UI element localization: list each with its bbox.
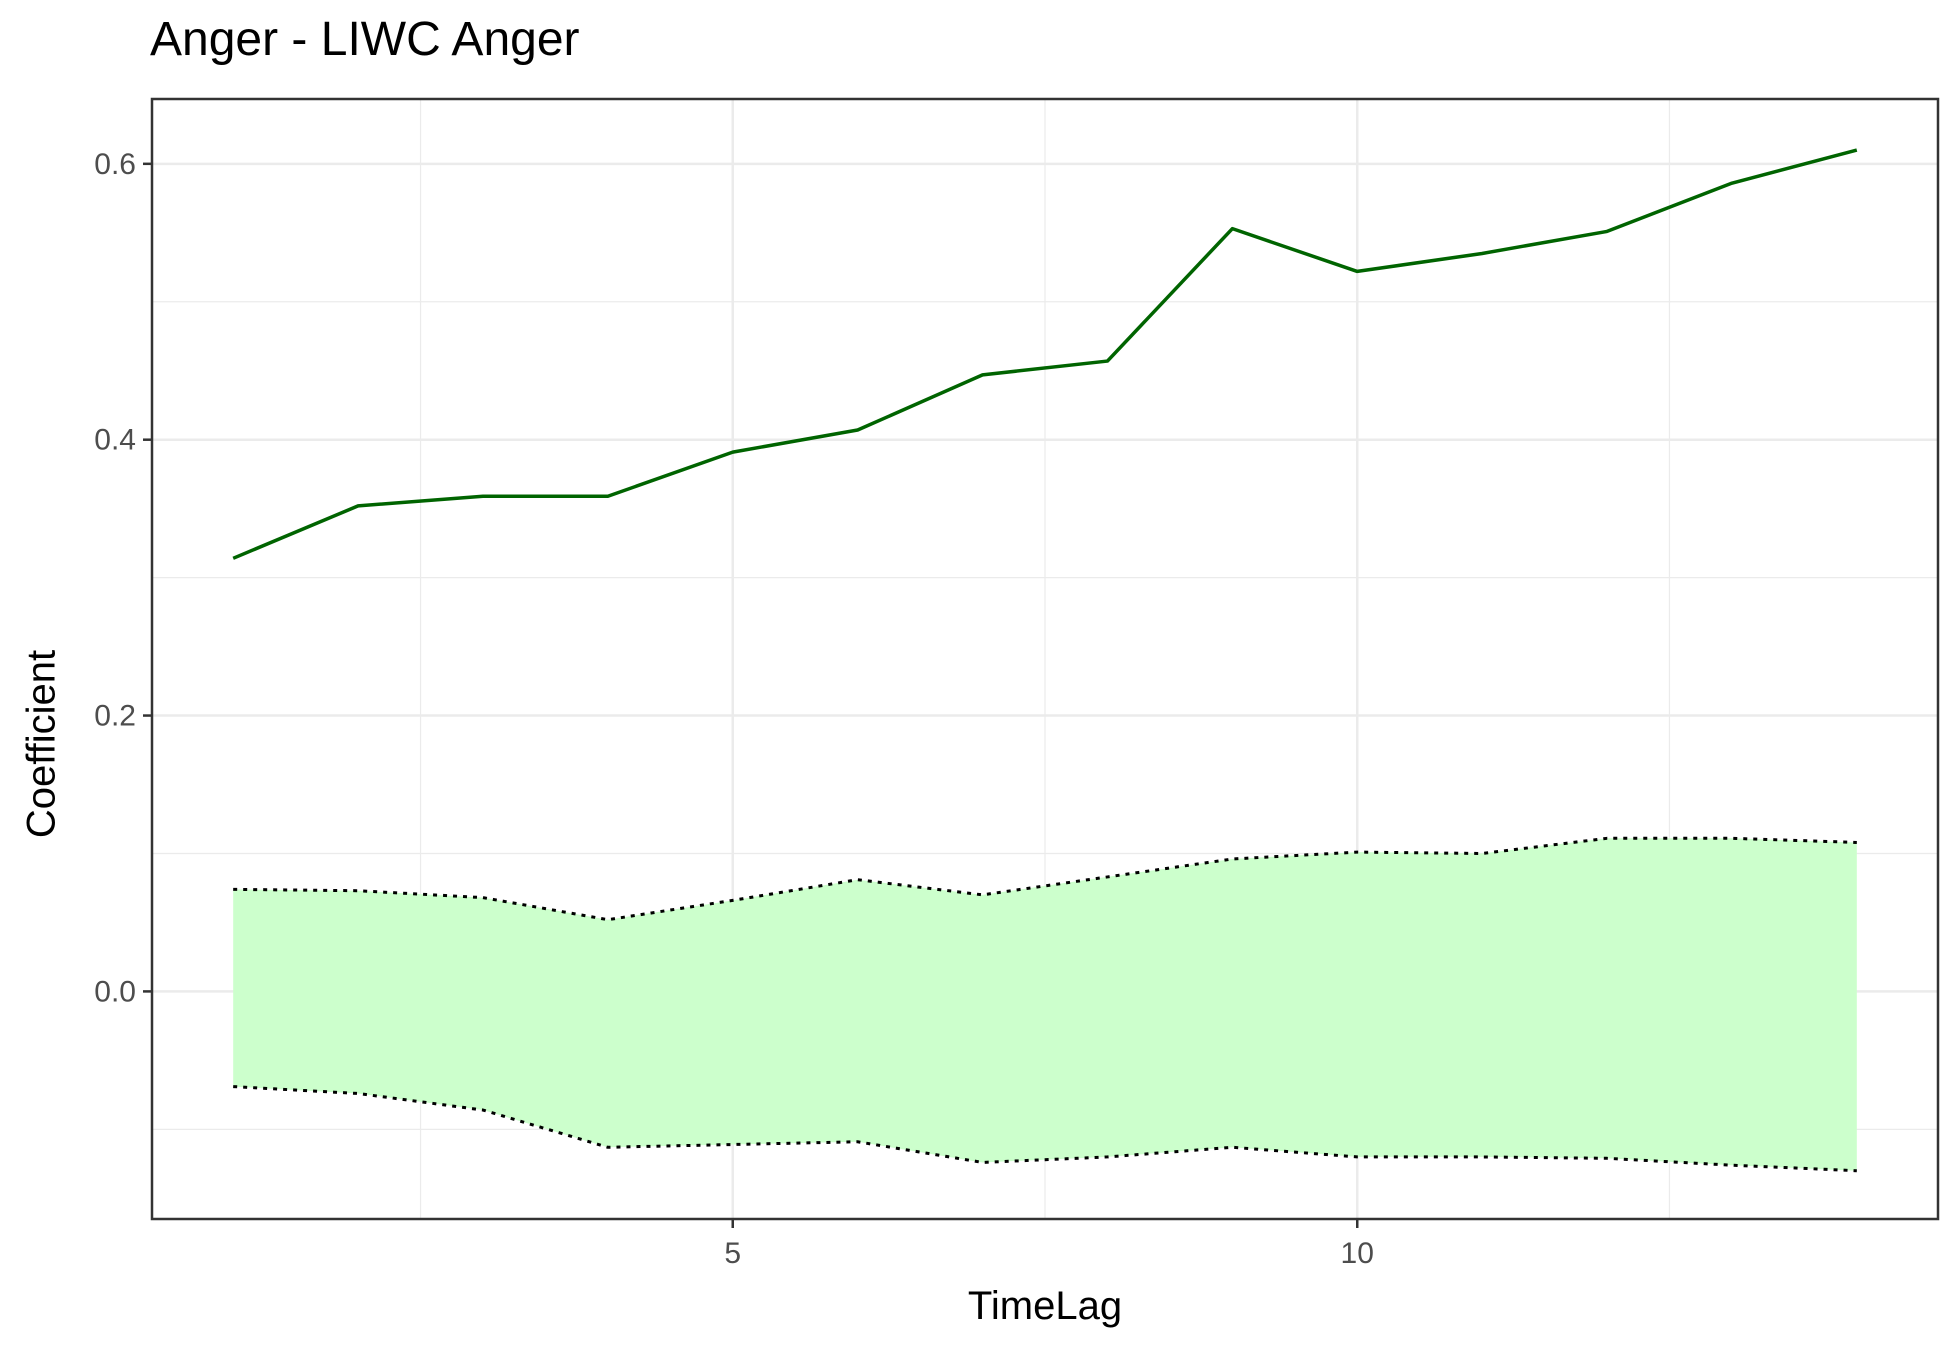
confidence-band — [233, 838, 1857, 1171]
x-tick-label: 10 — [1341, 1237, 1374, 1270]
x-axis-title: TimeLag — [967, 1284, 1123, 1328]
axes: 0.0 0.2 0.4 0.6 5 10 — [94, 97, 1940, 1270]
panel-border — [150, 97, 1940, 1221]
chart-title: Anger - LIWC Anger — [150, 13, 580, 66]
coefficient-line — [232, 148, 1858, 560]
y-tick-label: 0.4 — [94, 424, 136, 457]
lower-bound-line — [233, 1085, 1857, 1173]
x-tick-label: 5 — [724, 1237, 741, 1270]
y-tick-label: 0.0 — [94, 975, 136, 1008]
upper-bound-line — [233, 836, 1857, 922]
y-tick-label: 0.2 — [94, 700, 136, 733]
data-series — [232, 148, 1858, 1173]
y-tick-label: 0.6 — [94, 148, 136, 181]
confidence-band-area — [233, 838, 1857, 1171]
